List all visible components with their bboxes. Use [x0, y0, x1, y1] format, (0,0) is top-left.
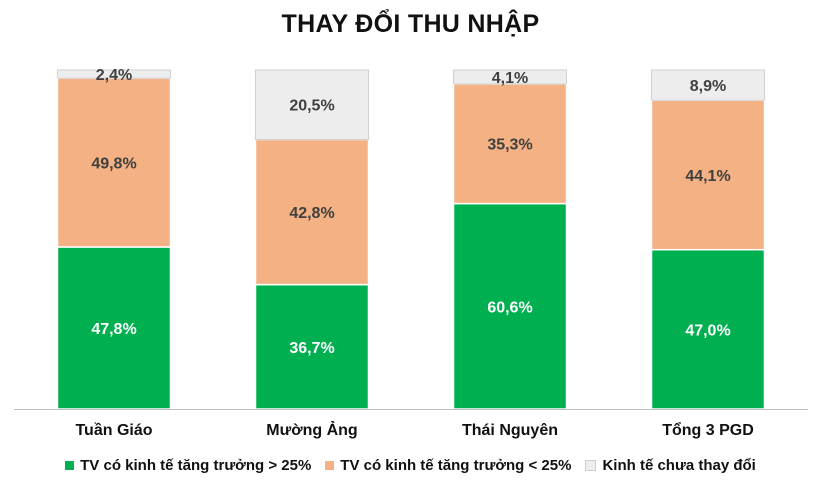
legend-swatch-growth-above-25 [65, 461, 75, 470]
bar-segment-tuan-giao-s0 [56, 246, 172, 410]
bar-segment-thai-nguyen-s1 [452, 83, 568, 205]
legend-label-growth-below-25: TV có kinh tế tăng trưởng < 25% [340, 457, 572, 474]
legend-item-growth-above-25: TV có kinh tế tăng trưởng > 25% [65, 457, 311, 474]
bar-segment-tong-3-pgd-s2 [651, 69, 765, 101]
data-label-muong-ang-s1: 42,8% [289, 205, 334, 222]
data-label-thai-nguyen-s1: 35,3% [487, 137, 532, 154]
legend-item-unchanged: Kinh tế chưa thay đổi [585, 457, 756, 474]
x-tick-label-thai-nguyen: Thái Nguyên [462, 422, 558, 439]
x-tick-label-tong-3-pgd: Tổng 3 PGD [662, 421, 754, 439]
data-label-tuan-giao-s1: 49,8% [91, 156, 136, 173]
legend-item-growth-below-25: TV có kinh tế tăng trưởng < 25% [325, 457, 571, 474]
data-label-thai-nguyen-s0: 60,6% [487, 299, 532, 316]
data-label-muong-ang-s0: 36,7% [289, 340, 334, 357]
bar-segment-tong-3-pgd-s0 [650, 248, 766, 410]
x-tick-label-tuan-giao: Tuần Giáo [75, 422, 152, 439]
data-label-tuan-giao-s0: 47,8% [91, 321, 136, 338]
bar-segment-muong-ang-s2 [255, 69, 369, 140]
bar-segment-tong-3-pgd-s1 [650, 99, 766, 251]
bar-segment-muong-ang-s1 [254, 138, 370, 286]
data-label-tong-3-pgd-s1: 44,1% [685, 168, 730, 185]
data-label-tong-3-pgd-s0: 47,0% [685, 322, 730, 339]
bar-segment-tuan-giao-s2 [57, 69, 171, 79]
legend-label-unchanged: Kinh tế chưa thay đổi [602, 457, 756, 474]
legend-swatch-unchanged [585, 460, 597, 471]
x-tick-label-muong-ang: Mường Ảng [266, 420, 357, 439]
bar-segment-thai-nguyen-s2 [453, 69, 567, 85]
chart-title: THAY ĐỔI THU NHẬP [281, 10, 540, 38]
legend: TV có kinh tế tăng trưởng > 25% TV có ki… [0, 457, 821, 474]
legend-swatch-growth-below-25 [325, 461, 335, 470]
data-label-muong-ang-s2: 20,5% [289, 98, 334, 115]
data-label-tong-3-pgd-s2: 8,9% [690, 78, 726, 95]
legend-label-growth-above-25: TV có kinh tế tăng trưởng > 25% [80, 457, 312, 474]
data-label-tuan-giao-s2: 2,4% [96, 67, 132, 84]
data-label-thai-nguyen-s2: 4,1% [492, 70, 528, 87]
